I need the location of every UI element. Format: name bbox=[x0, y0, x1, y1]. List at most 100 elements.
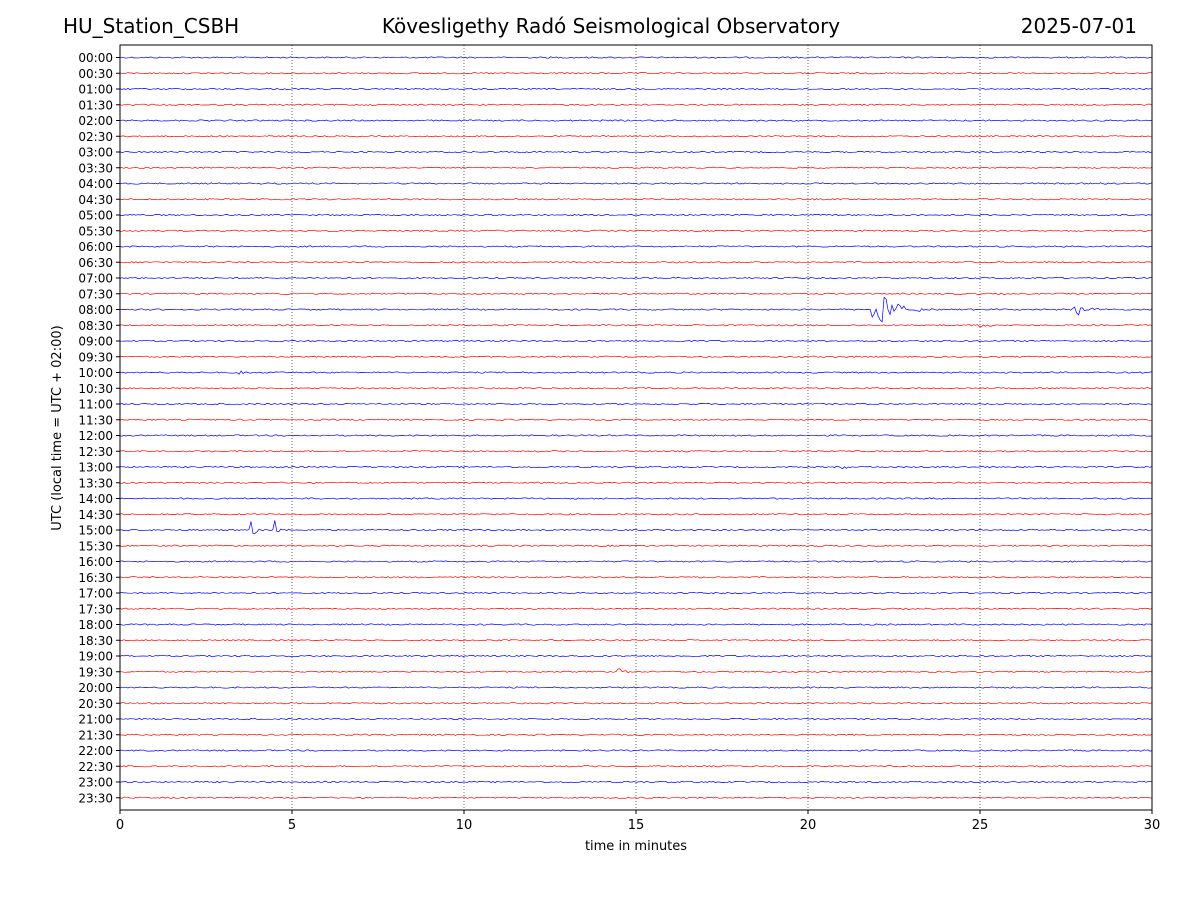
y-tick-label-14: 07:00 bbox=[78, 272, 113, 286]
y-tick-label-33: 16:30 bbox=[78, 571, 113, 585]
y-tick-label-24: 12:00 bbox=[78, 429, 113, 443]
trace-0100 bbox=[119, 87, 1153, 91]
y-tick-label-12: 06:00 bbox=[78, 240, 113, 254]
trace-1100 bbox=[119, 402, 1153, 406]
y-tick-label-8: 04:00 bbox=[78, 177, 113, 191]
y-tick-label-17: 08:30 bbox=[78, 319, 113, 333]
y-tick-label-1: 00:30 bbox=[78, 67, 113, 81]
trace-1900 bbox=[119, 654, 1153, 658]
trace-1400 bbox=[119, 497, 1153, 500]
y-tick-label-47: 23:30 bbox=[78, 791, 113, 805]
trace-1000 bbox=[119, 370, 1153, 375]
y-tick-label-25: 12:30 bbox=[78, 445, 113, 459]
x-axis-label: time in minutes bbox=[585, 839, 687, 854]
trace-2300 bbox=[119, 780, 1153, 784]
observatory-title: Kövesligethy Radó Seismological Observat… bbox=[381, 14, 841, 38]
y-tick-label-29: 14:30 bbox=[78, 508, 113, 522]
trace-0930 bbox=[119, 355, 1153, 358]
y-tick-label-7: 03:30 bbox=[78, 161, 113, 175]
trace-1930 bbox=[119, 668, 1153, 674]
trace-0700 bbox=[119, 276, 1153, 280]
trace-1630 bbox=[119, 576, 1153, 579]
y-tick-label-31: 15:30 bbox=[78, 539, 113, 553]
y-tick-label-40: 20:00 bbox=[78, 681, 113, 695]
y-tick-label-10: 05:00 bbox=[78, 209, 113, 223]
trace-0730 bbox=[119, 292, 1153, 295]
trace-1300 bbox=[119, 465, 1153, 470]
y-tick-label-5: 02:30 bbox=[78, 130, 113, 144]
y-tick-label-34: 17:00 bbox=[78, 587, 113, 601]
y-tick-label-21: 10:30 bbox=[78, 382, 113, 396]
trace-0900 bbox=[120, 339, 1153, 343]
trace-2230 bbox=[119, 765, 1153, 768]
y-tick-label-0: 00:00 bbox=[78, 51, 113, 65]
trace-2330 bbox=[119, 796, 1152, 799]
y-tick-label-9: 04:30 bbox=[78, 193, 113, 207]
trace-0600 bbox=[119, 245, 1152, 248]
trace-0000 bbox=[119, 56, 1153, 59]
y-tick-label-4: 02:00 bbox=[78, 114, 113, 128]
station-name: HU_Station_CSBH bbox=[63, 14, 240, 38]
trace-1330 bbox=[119, 481, 1153, 484]
y-tick-label-30: 15:00 bbox=[78, 524, 113, 538]
y-tick-label-13: 06:30 bbox=[78, 256, 113, 270]
y-tick-label-41: 20:30 bbox=[78, 697, 113, 711]
trace-0200 bbox=[119, 119, 1152, 122]
y-tick-label-22: 11:00 bbox=[78, 398, 113, 412]
y-tick-label-3: 01:30 bbox=[78, 98, 113, 112]
trace-0800 bbox=[120, 296, 1153, 323]
x-tick-label-2: 10 bbox=[456, 818, 473, 833]
y-tick-label-23: 11:30 bbox=[78, 413, 113, 427]
x-tick-label-1: 5 bbox=[288, 818, 296, 833]
y-axis-label: UTC (local time = UTC + 02:00) bbox=[50, 325, 65, 530]
trace-1830 bbox=[119, 639, 1153, 642]
trace-0130 bbox=[119, 103, 1153, 106]
trace-0030 bbox=[119, 72, 1152, 75]
y-tick-label-16: 08:00 bbox=[78, 303, 113, 317]
trace-1200 bbox=[119, 434, 1153, 437]
trace-0430 bbox=[119, 198, 1153, 201]
y-tick-label-26: 13:00 bbox=[78, 461, 113, 475]
y-tick-label-11: 05:30 bbox=[78, 224, 113, 238]
x-tick-label-5: 25 bbox=[972, 818, 989, 833]
trace-1030 bbox=[120, 387, 1153, 390]
trace-2000 bbox=[119, 686, 1153, 689]
trace-0530 bbox=[119, 229, 1153, 232]
trace-0400 bbox=[119, 182, 1153, 185]
x-tick-label-4: 20 bbox=[800, 818, 817, 833]
y-tick-label-27: 13:30 bbox=[78, 476, 113, 490]
y-tick-label-38: 19:00 bbox=[78, 650, 113, 664]
y-tick-label-45: 22:30 bbox=[78, 760, 113, 774]
y-tick-label-2: 01:00 bbox=[78, 83, 113, 97]
y-tick-label-19: 09:30 bbox=[78, 350, 113, 364]
y-tick-label-6: 03:00 bbox=[78, 146, 113, 160]
trace-2100 bbox=[119, 717, 1153, 721]
trace-0230 bbox=[119, 135, 1153, 138]
trace-1700 bbox=[119, 591, 1153, 595]
trace-0630 bbox=[119, 261, 1153, 264]
y-tick-label-37: 18:30 bbox=[78, 634, 113, 648]
trace-1530 bbox=[119, 544, 1153, 547]
trace-0830 bbox=[119, 324, 1153, 328]
y-tick-label-18: 09:00 bbox=[78, 335, 113, 349]
trace-1730 bbox=[119, 607, 1153, 610]
trace-1800 bbox=[119, 623, 1153, 626]
y-tick-label-42: 21:00 bbox=[78, 713, 113, 727]
y-tick-label-15: 07:30 bbox=[78, 287, 113, 301]
y-tick-label-20: 10:00 bbox=[78, 366, 113, 380]
trace-2130 bbox=[119, 733, 1153, 736]
y-tick-label-32: 16:00 bbox=[78, 555, 113, 569]
trace-2030 bbox=[119, 702, 1153, 705]
y-tick-label-39: 19:30 bbox=[78, 665, 113, 679]
trace-0300 bbox=[119, 150, 1153, 154]
trace-0330 bbox=[119, 166, 1153, 169]
y-tick-label-36: 18:00 bbox=[78, 618, 113, 632]
y-tick-label-44: 22:00 bbox=[78, 744, 113, 758]
x-tick-label-3: 15 bbox=[628, 818, 645, 833]
trace-1130 bbox=[119, 418, 1152, 421]
y-tick-label-43: 21:30 bbox=[78, 728, 113, 742]
x-axis-ticks: 0 5 10 15 20 25 30 bbox=[116, 810, 1160, 833]
y-tick-label-46: 23:00 bbox=[78, 776, 113, 790]
